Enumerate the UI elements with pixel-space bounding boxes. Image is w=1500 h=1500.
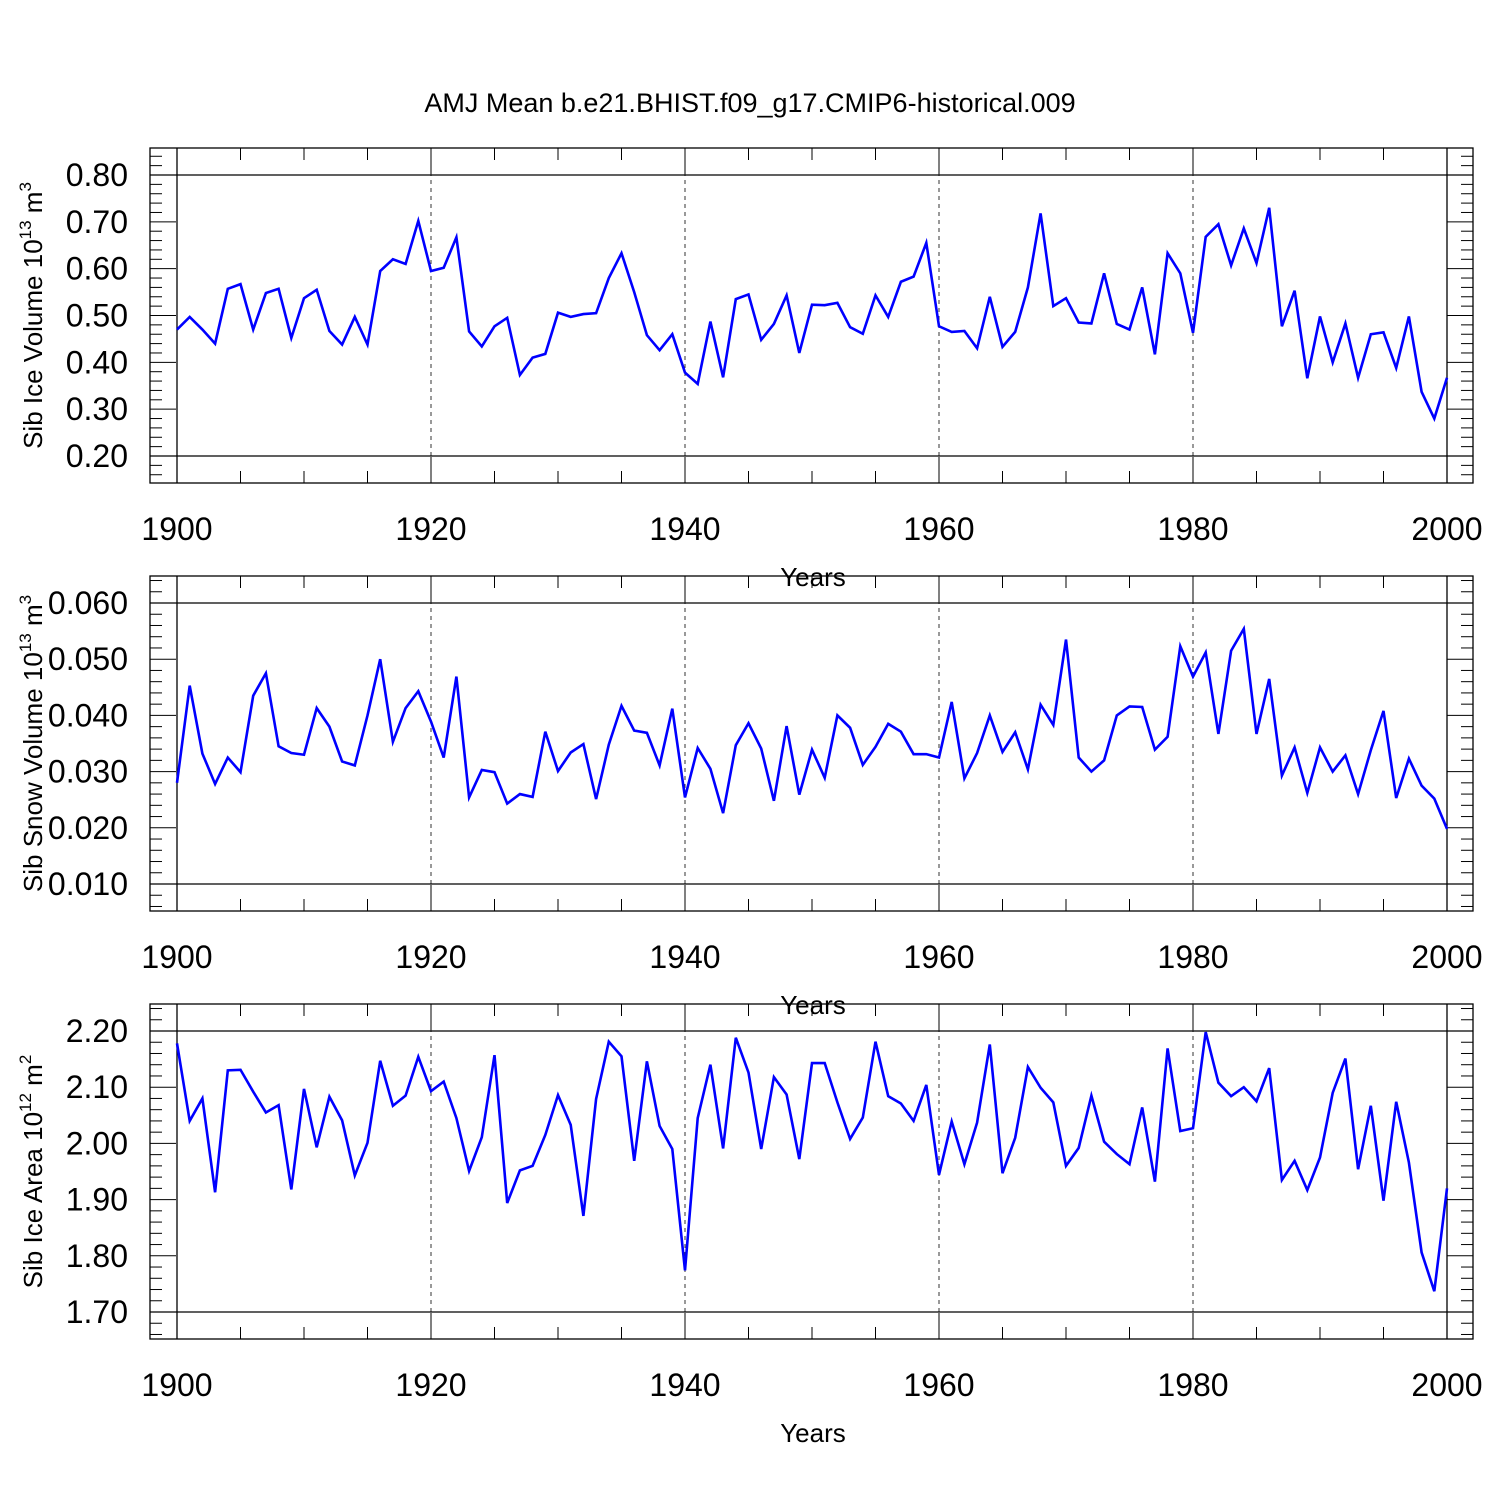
y-tick-label: 2.00 [66,1125,128,1161]
x-tick-label: 1920 [395,511,466,547]
x-tick-label: 1900 [141,1367,212,1403]
y-tick-label: 2.10 [66,1069,128,1105]
x-tick-label: 1980 [1157,939,1228,975]
y-tick-label: 0.010 [48,866,128,902]
x-tick-label: 1940 [649,1367,720,1403]
x-tick-label: 1960 [903,939,974,975]
y-tick-label: 1.80 [66,1238,128,1274]
y-tick-label: 1.70 [66,1294,128,1330]
x-tick-label: 1940 [649,939,720,975]
y-axis-label: Sib Ice Volume 1013 m3 [16,182,48,449]
y-tick-label: 0.20 [66,438,128,474]
y-tick-label: 0.70 [66,204,128,240]
y-tick-label: 0.80 [66,157,128,193]
y-axis-label: Sib Snow Volume 1013 m3 [16,595,48,892]
x-tick-label: 1980 [1157,1367,1228,1403]
y-tick-label: 0.060 [48,585,128,621]
x-tick-label: 2000 [1411,939,1482,975]
x-axis-label: Years [780,1418,846,1448]
y-axis-label: Sib Ice Area 1012 m2 [16,1055,48,1289]
series-line [175,624,1449,830]
plot-frame [149,147,1474,484]
panel-ice-area: 1.70 1.80 1.90 2.00 2.10 2.20 1900 1920 1940 1960… [16,1003,1483,1448]
y-tick-label: 0.30 [66,391,128,427]
x-tick-label: 1960 [903,1367,974,1403]
y-tick-label: 2.20 [66,1013,128,1049]
x-tick-label: 2000 [1411,1367,1482,1403]
x-tick-label: 1920 [395,1367,466,1403]
x-tick-label: 1980 [1157,511,1228,547]
x-tick-label: 1900 [141,939,212,975]
y-tick-label: 0.050 [48,641,128,677]
x-tick-label: 1900 [141,511,212,547]
plot-frame [149,1003,1474,1340]
x-tick-label: 1940 [649,511,720,547]
series-line [176,207,1449,423]
y-tick-label: 1.90 [66,1182,128,1218]
figure-title: AMJ Mean b.e21.BHIST.f09_g17.CMIP6-histo… [424,88,1075,118]
y-tick-label: 0.60 [66,251,128,287]
x-tick-label: 1920 [395,939,466,975]
y-tick-label: 0.50 [66,298,128,334]
y-tick-label: 0.040 [48,697,128,733]
x-tick-label: 2000 [1411,511,1482,547]
x-axis-label: Years [780,562,846,592]
plot-frame [149,575,1474,912]
panel-snow-volume: 0.010 0.020 0.030 0.040 0.050 0.060 1900 1920 19… [16,575,1483,1020]
y-tick-label: 0.020 [48,810,128,846]
x-tick-label: 1960 [903,511,974,547]
panel-ice-volume: 0.20 0.30 0.40 0.50 0.60 0.70 0.80 1900 1920 1940… [16,147,1483,592]
y-tick-label: 0.40 [66,344,128,380]
y-tick-label: 0.030 [48,754,128,790]
x-axis-label: Years [780,990,846,1020]
series-line [175,1031,1449,1292]
